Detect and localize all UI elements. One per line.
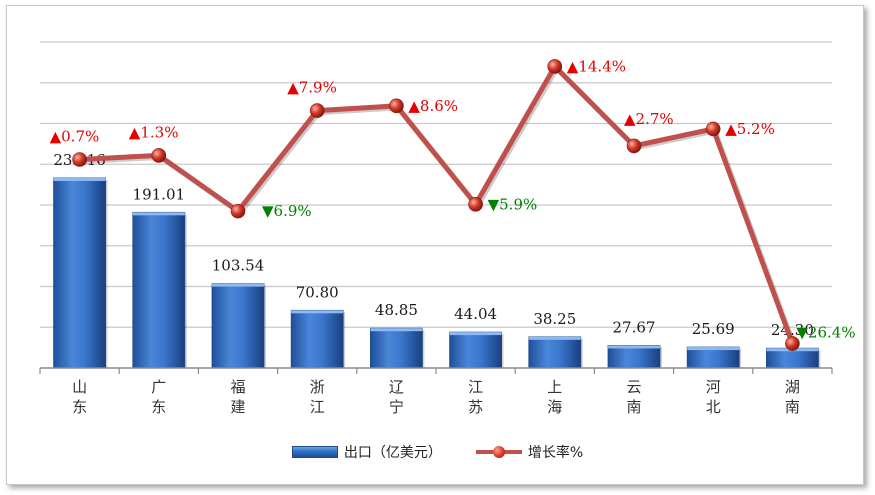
bar bbox=[528, 336, 582, 369]
bar-top-highlight bbox=[291, 310, 344, 314]
x-tick-label: 云南 bbox=[626, 378, 641, 416]
growth-value-label: ▼6.9% bbox=[262, 202, 312, 220]
growth-point bbox=[309, 103, 325, 118]
bar-top-highlight bbox=[370, 328, 423, 332]
growth-point bbox=[705, 121, 721, 137]
growth-value-label: ▲0.7% bbox=[50, 127, 100, 145]
growth-line-series bbox=[72, 59, 800, 351]
legend-line-swatch bbox=[475, 445, 522, 459]
legend-export-label: 出口（亿美元） bbox=[343, 445, 442, 461]
bar-top-highlight bbox=[212, 283, 264, 287]
legend-item-export: 出口（亿美元） bbox=[291, 442, 442, 462]
growth-point bbox=[230, 203, 246, 219]
bar-value-label: 70.80 bbox=[296, 283, 339, 301]
bar bbox=[290, 309, 344, 369]
growth-value-label: ▲14.4% bbox=[567, 57, 626, 75]
growth-point bbox=[72, 152, 87, 167]
bar-value-label: 103.54 bbox=[212, 257, 265, 275]
x-tick-label: 浙江 bbox=[310, 378, 325, 416]
growth-point bbox=[547, 59, 563, 74]
growth-value-label: ▲1.3% bbox=[129, 123, 179, 141]
bar-value-label: 48.85 bbox=[375, 301, 418, 319]
x-tick-label: 湖南 bbox=[785, 378, 800, 416]
bar-series bbox=[53, 177, 821, 369]
x-tick-label: 山东 bbox=[72, 378, 87, 416]
growth-value-label: ▼26.4% bbox=[796, 324, 855, 342]
growth-value-label: ▲8.6% bbox=[408, 97, 458, 115]
growth-point bbox=[468, 197, 483, 212]
bar-value-label: 38.25 bbox=[533, 310, 576, 328]
growth-point bbox=[389, 98, 404, 114]
bar bbox=[53, 177, 106, 369]
legend-growth-label: 增长率% bbox=[527, 445, 584, 461]
bar-value-label: 25.69 bbox=[692, 320, 735, 338]
bar-value-labels: 233.16191.01103.5470.8048.8544.0438.2527… bbox=[53, 151, 814, 339]
bar bbox=[607, 345, 661, 369]
bar-value-label: 191.01 bbox=[133, 185, 186, 203]
bar bbox=[449, 331, 503, 369]
legend: 出口（亿美元） 增长率% bbox=[0, 440, 875, 464]
bar-value-label: 24.30 bbox=[771, 321, 814, 339]
x-axis: 山东 广东 福建 浙江 辽宁 江苏 上海 云南 河北 湖南 bbox=[39, 367, 833, 416]
growth-point bbox=[785, 336, 800, 351]
bar bbox=[686, 346, 740, 369]
bar-top-highlight bbox=[608, 345, 660, 349]
bar-top-highlight bbox=[53, 177, 106, 181]
growth-value-label: ▼5.9% bbox=[488, 195, 538, 213]
bar bbox=[369, 327, 423, 369]
legend-bar-swatch bbox=[291, 446, 338, 458]
x-tick-label: 上海 bbox=[547, 378, 562, 416]
legend-item-growth: 增长率% bbox=[475, 442, 584, 462]
bar-top-highlight bbox=[687, 347, 740, 351]
growth-point bbox=[626, 138, 642, 154]
x-tick-label: 广东 bbox=[151, 378, 166, 416]
bar-top-highlight bbox=[528, 336, 581, 340]
x-tick-label: 江苏 bbox=[468, 378, 483, 416]
growth-point bbox=[151, 148, 167, 163]
x-tick-label: 福建 bbox=[230, 378, 245, 416]
bar-value-label: 27.67 bbox=[613, 318, 656, 336]
bar bbox=[132, 211, 186, 369]
growth-value-label: ▲2.7% bbox=[624, 110, 674, 128]
x-tick-label: 河北 bbox=[706, 378, 721, 416]
bar-top-highlight bbox=[449, 332, 502, 336]
bar bbox=[211, 283, 265, 369]
growth-value-label: ▲7.9% bbox=[287, 79, 337, 97]
x-tick-label: 辽宁 bbox=[389, 378, 404, 416]
growth-value-label: ▲5.2% bbox=[725, 120, 775, 138]
growth-line bbox=[79, 63, 795, 345]
bar-value-label: 44.04 bbox=[454, 305, 497, 323]
growth-value-labels: ▲0.7% ▲1.3% ▼6.9% ▲7.9% ▲8.6% ▼5.9% ▲14.4% ▲2.7… bbox=[50, 57, 856, 341]
bar-top-highlight bbox=[132, 212, 185, 216]
